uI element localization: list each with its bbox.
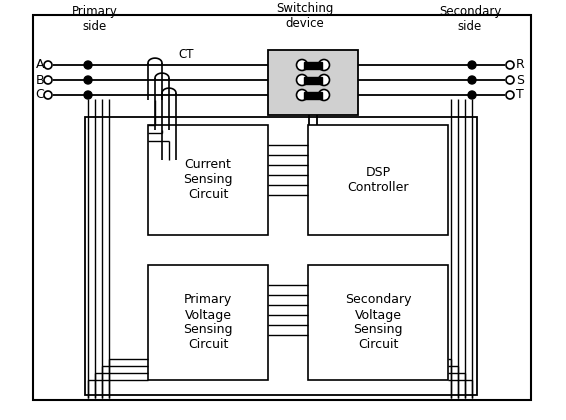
Circle shape: [468, 76, 476, 84]
Text: Secondary
Voltage
Sensing
Circuit: Secondary Voltage Sensing Circuit: [345, 294, 411, 352]
Text: R: R: [516, 58, 525, 71]
Circle shape: [506, 61, 514, 69]
Text: C: C: [35, 89, 44, 102]
Circle shape: [319, 74, 329, 86]
Text: S: S: [516, 74, 524, 87]
Circle shape: [319, 60, 329, 71]
Text: A: A: [36, 58, 44, 71]
Bar: [148, 125, 268, 235]
Bar: [148, 265, 268, 380]
Circle shape: [506, 76, 514, 84]
Bar: [268, 50, 358, 115]
Bar: [304, 61, 322, 68]
Text: CT: CT: [178, 48, 194, 61]
Circle shape: [297, 74, 307, 86]
Circle shape: [84, 61, 92, 69]
Text: Current
Sensing
Circuit: Current Sensing Circuit: [183, 158, 233, 202]
Circle shape: [44, 91, 52, 99]
Bar: [308, 125, 448, 235]
Bar: [304, 92, 322, 99]
Text: DSP
Controller: DSP Controller: [348, 166, 409, 194]
Text: Primary
Voltage
Sensing
Circuit: Primary Voltage Sensing Circuit: [183, 294, 233, 352]
Text: Secondary
side: Secondary side: [439, 5, 501, 33]
Bar: [85, 117, 477, 395]
Circle shape: [319, 89, 329, 100]
Circle shape: [84, 76, 92, 84]
Text: Switching
device: Switching device: [276, 2, 334, 30]
Circle shape: [297, 89, 307, 100]
Text: T: T: [516, 89, 524, 102]
Bar: [304, 76, 322, 84]
Bar: [308, 265, 448, 380]
Bar: [33, 15, 531, 400]
Circle shape: [506, 91, 514, 99]
Circle shape: [44, 76, 52, 84]
Circle shape: [468, 91, 476, 99]
Text: Primary
side: Primary side: [72, 5, 118, 33]
Circle shape: [468, 61, 476, 69]
Circle shape: [84, 91, 92, 99]
Circle shape: [297, 60, 307, 71]
Text: B: B: [36, 74, 44, 87]
Circle shape: [44, 61, 52, 69]
